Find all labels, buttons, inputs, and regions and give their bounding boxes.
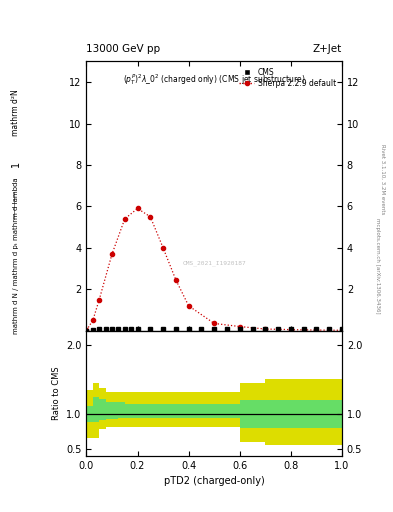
X-axis label: pTD2 (charged-only): pTD2 (charged-only): [164, 476, 264, 486]
Legend: CMS, Sherpa 2.2.9 default: CMS, Sherpa 2.2.9 default: [237, 65, 338, 90]
Text: Z+Jet: Z+Jet: [313, 44, 342, 54]
Text: Rivet 3.1.10, 3.2M events: Rivet 3.1.10, 3.2M events: [381, 144, 386, 215]
Text: CMS_2021_I1920187: CMS_2021_I1920187: [182, 261, 246, 266]
Text: mcplots.cern.ch [arXiv:1306.3436]: mcplots.cern.ch [arXiv:1306.3436]: [375, 219, 380, 314]
Text: mathrm d N / mathrm d pₜ mathrm d lambda: mathrm d N / mathrm d pₜ mathrm d lambda: [13, 178, 19, 334]
Text: 1: 1: [11, 161, 21, 167]
Text: $(p_T^P)^2\lambda\_0^2$ (charged only) (CMS jet substructure): $(p_T^P)^2\lambda\_0^2$ (charged only) (…: [123, 72, 306, 87]
Text: 13000 GeV pp: 13000 GeV pp: [86, 44, 161, 54]
Text: ――――: ――――: [13, 191, 19, 219]
Text: mathrm d²N: mathrm d²N: [11, 89, 20, 136]
Y-axis label: Ratio to CMS: Ratio to CMS: [51, 367, 61, 420]
